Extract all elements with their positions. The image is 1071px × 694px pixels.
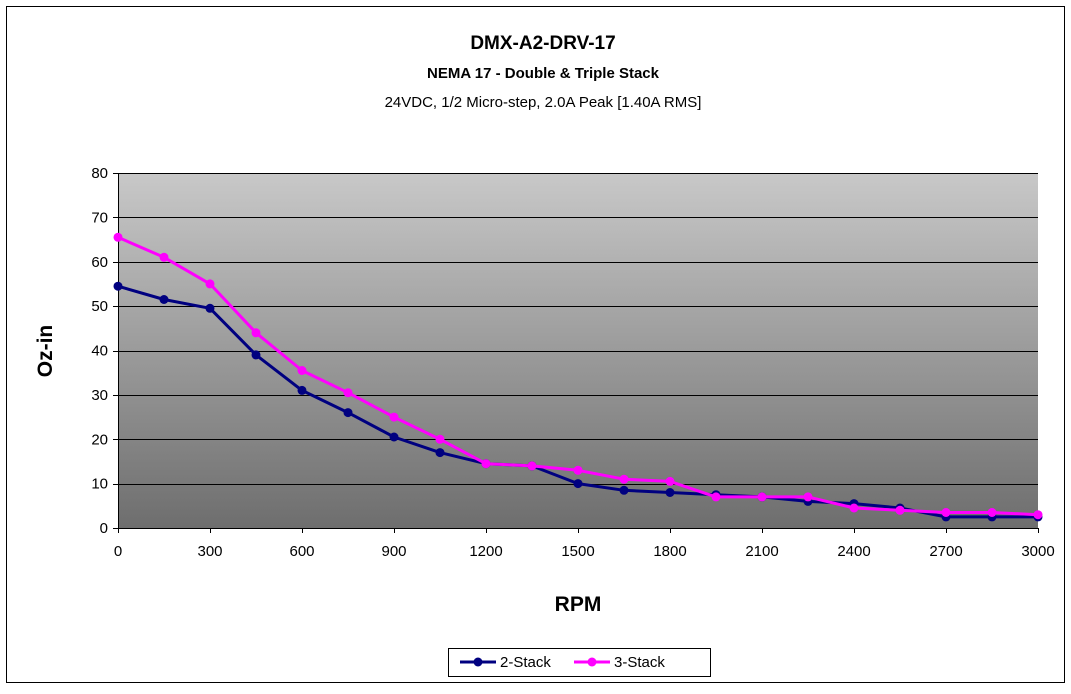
y-tick-label: 30 bbox=[91, 387, 108, 404]
series-layer bbox=[113, 232, 1043, 522]
data-point-3-stack bbox=[941, 508, 951, 517]
y-tick-label: 70 bbox=[91, 209, 108, 226]
data-point-3-stack bbox=[389, 412, 399, 422]
data-point-3-stack bbox=[481, 459, 491, 469]
data-point-3-stack bbox=[205, 279, 215, 289]
data-point-3-stack bbox=[527, 461, 537, 471]
x-tick-label: 900 bbox=[381, 543, 406, 560]
legend-marker-3-stack bbox=[587, 657, 597, 667]
data-point-2-stack bbox=[343, 408, 353, 418]
chart-subtitle-conditions: 24VDC, 1/2 Micro-step, 2.0A Peak [1.40A … bbox=[385, 94, 702, 111]
chart-title: DMX-A2-DRV-17 bbox=[470, 33, 615, 54]
x-tick-label: 600 bbox=[289, 543, 314, 560]
grid-layer bbox=[118, 173, 1038, 485]
data-point-3-stack bbox=[1033, 510, 1043, 520]
data-point-3-stack bbox=[895, 505, 905, 515]
data-point-3-stack bbox=[987, 508, 997, 517]
data-point-2-stack bbox=[619, 485, 629, 495]
y-tick-label: 40 bbox=[91, 343, 108, 360]
data-point-3-stack bbox=[803, 492, 813, 502]
data-point-3-stack bbox=[665, 476, 675, 486]
data-point-3-stack bbox=[251, 328, 261, 338]
y-tick-label: 20 bbox=[91, 431, 108, 448]
data-point-3-stack bbox=[757, 492, 767, 502]
y-tick-label: 80 bbox=[91, 165, 108, 182]
x-tick-label: 2100 bbox=[745, 543, 778, 560]
x-axis-label: RPM bbox=[555, 593, 602, 616]
x-tick-label: 1500 bbox=[561, 543, 594, 560]
legend-label-2-stack: 2-Stack bbox=[500, 654, 551, 671]
data-point-3-stack bbox=[159, 252, 169, 262]
data-point-2-stack bbox=[665, 488, 675, 497]
x-tick-label: 3000 bbox=[1021, 543, 1054, 560]
legend-label-3-stack: 3-Stack bbox=[614, 654, 665, 671]
data-point-2-stack bbox=[573, 479, 583, 489]
data-point-2-stack bbox=[251, 350, 261, 360]
data-point-2-stack bbox=[159, 295, 169, 304]
data-point-3-stack bbox=[297, 366, 307, 375]
data-point-2-stack bbox=[435, 448, 445, 458]
legend-marker-2-stack bbox=[473, 657, 483, 667]
y-tick-label: 10 bbox=[91, 476, 108, 493]
x-tick-label: 300 bbox=[197, 543, 222, 560]
legend: 2-Stack 3-Stack bbox=[448, 648, 711, 677]
data-point-3-stack bbox=[113, 232, 123, 242]
y-tick-label: 50 bbox=[91, 298, 108, 315]
data-point-3-stack bbox=[573, 465, 583, 475]
data-point-2-stack bbox=[205, 303, 215, 313]
data-point-3-stack bbox=[849, 503, 859, 513]
data-point-3-stack bbox=[435, 434, 445, 444]
chart-subtitle: NEMA 17 - Double & Triple Stack bbox=[427, 65, 660, 82]
data-point-3-stack bbox=[343, 388, 353, 398]
data-point-3-stack bbox=[619, 474, 629, 484]
x-tick-label: 2700 bbox=[929, 543, 962, 560]
x-tick-label: 2400 bbox=[837, 543, 870, 560]
axes-layer: 0 10 20 30 40 50 60 70 80 0 300 600 900 1200 1500 1800 2… bbox=[91, 165, 1054, 560]
data-point-3-stack bbox=[711, 492, 721, 502]
y-tick-label: 60 bbox=[91, 254, 108, 271]
data-point-2-stack bbox=[113, 281, 123, 291]
y-axis-label: Oz-in bbox=[34, 325, 57, 378]
y-tick-label: 0 bbox=[100, 520, 108, 537]
x-tick-label: 0 bbox=[114, 543, 122, 560]
x-tick-label: 1200 bbox=[469, 543, 502, 560]
data-point-2-stack bbox=[389, 432, 399, 442]
x-tick-label: 1800 bbox=[653, 543, 686, 560]
data-point-2-stack bbox=[297, 385, 307, 395]
